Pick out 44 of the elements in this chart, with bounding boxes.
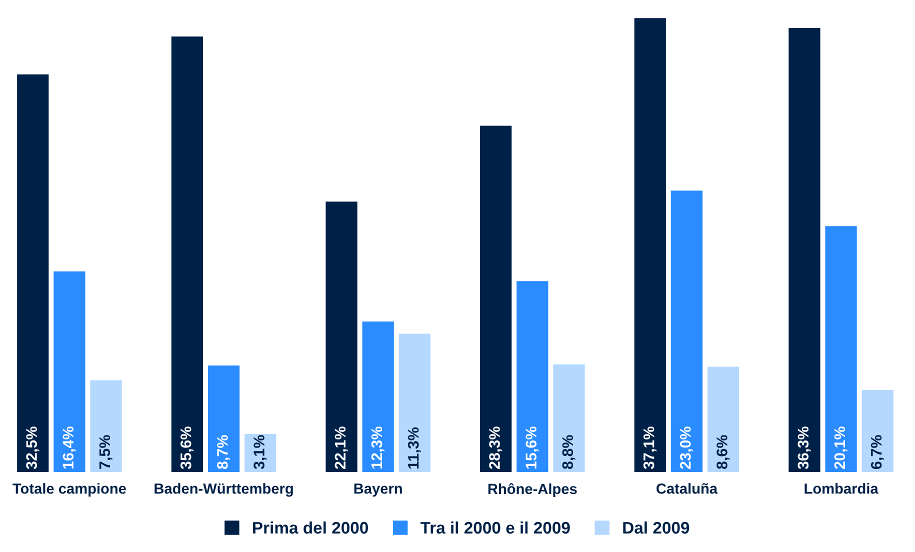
x-tick-label: Bayern: [354, 484, 402, 497]
bar: [326, 202, 358, 472]
bar: [634, 18, 666, 472]
bar: [707, 366, 740, 472]
x-tick-label: Cataluña: [656, 483, 718, 494]
legend-label: Tra il 2000 e il 2009: [420, 521, 570, 534]
bar: [480, 126, 512, 472]
legend-label: Dal 2009: [623, 521, 690, 534]
data-label: 36,3%: [798, 426, 811, 470]
data-label: 16,4%: [62, 426, 76, 469]
bar: [788, 28, 820, 472]
bar: [362, 322, 394, 472]
bar: [17, 74, 49, 472]
bar: [862, 390, 894, 472]
bar: [516, 281, 548, 472]
data-label: 20,1%: [834, 426, 848, 469]
data-label: 8,6%: [716, 435, 730, 470]
data-label: 22,1%: [334, 426, 348, 469]
data-label: 7,5%: [99, 435, 112, 469]
bar: [553, 364, 585, 472]
bar: [171, 36, 204, 472]
x-tick-label: Rhône-Alpes: [488, 483, 577, 497]
x-tick-label: Totale campione: [12, 483, 126, 497]
data-label: 15,6%: [526, 426, 539, 469]
bar: [670, 190, 703, 472]
bar: [825, 226, 857, 472]
data-label: 35,6%: [180, 426, 194, 470]
data-label: 3,1%: [254, 435, 267, 470]
bar: [54, 271, 86, 472]
bar: [208, 366, 240, 472]
data-label: 12,3%: [371, 426, 384, 469]
legend-label: Prima del 2000: [253, 521, 368, 534]
data-label: 28,3%: [489, 426, 502, 469]
data-label: 6,7%: [870, 435, 884, 469]
x-tick-label: Baden-Württemberg: [154, 483, 293, 497]
x-tick-label: Lombardia: [804, 483, 878, 494]
data-label: 8,8%: [562, 435, 576, 470]
data-label: 23,0%: [680, 426, 694, 469]
data-label: 37,1%: [643, 426, 656, 470]
data-label: 8,7%: [217, 435, 230, 470]
data-label: 11,3%: [408, 427, 421, 469]
bar: [398, 334, 430, 472]
bar: [90, 380, 122, 472]
data-label: 32,5%: [26, 426, 40, 470]
